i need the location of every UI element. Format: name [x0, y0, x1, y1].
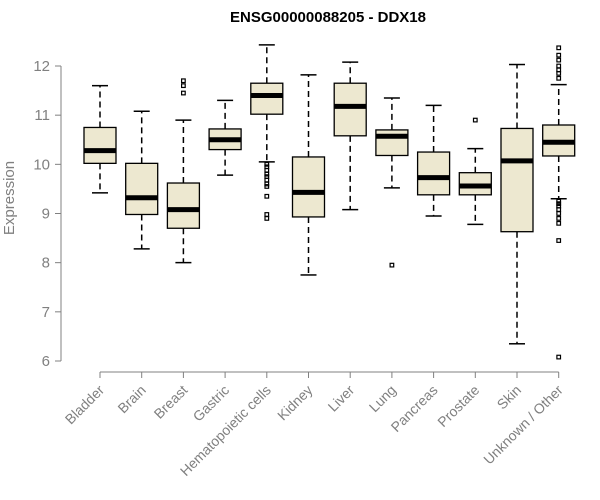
outlier-point [472, 117, 478, 123]
y-tick-label: 9 [42, 206, 50, 223]
x-tick-label: Lung [366, 382, 399, 415]
outlier-point [264, 181, 270, 187]
box-iqr [291, 156, 326, 218]
x-tick-label: Skin [494, 382, 525, 413]
box-group [375, 97, 409, 268]
y-tick-label: 10 [33, 156, 50, 173]
x-tick-label: Brain [114, 382, 148, 416]
outlier-point [264, 184, 270, 189]
y-tick-label: 7 [42, 304, 50, 321]
outlier-point [556, 45, 562, 51]
box-group [250, 44, 284, 221]
outlier-point [389, 262, 395, 268]
outlier-point [556, 238, 562, 243]
box-iqr [250, 82, 284, 115]
outlier-point [556, 75, 562, 81]
outlier-point [556, 220, 562, 226]
outlier-point [264, 216, 270, 221]
x-tick-label: Prostate [434, 382, 482, 430]
x-tick-label: Unknown / Other [480, 382, 566, 468]
outlier-point [264, 161, 270, 167]
x-tick-label: Breast [151, 382, 191, 422]
box-iqr [125, 162, 159, 216]
box-group [166, 78, 201, 264]
outlier-point [556, 57, 562, 63]
box-iqr [416, 151, 451, 196]
outlier-point [556, 52, 562, 58]
box-group [291, 74, 326, 276]
y-tick-label: 12 [33, 58, 50, 75]
box-group [208, 99, 242, 176]
outlier-point [181, 78, 186, 84]
box-group [83, 84, 117, 194]
boxes [83, 44, 576, 360]
outlier-point [264, 174, 270, 180]
box-iqr [83, 126, 117, 165]
outlier-point [264, 171, 270, 177]
outlier-point [556, 198, 562, 204]
outlier-point [264, 212, 270, 217]
box-group [416, 104, 451, 217]
outlier-point [556, 67, 562, 73]
y-tick-label: 6 [42, 353, 50, 370]
box-iqr [375, 129, 409, 157]
outlier-point [556, 216, 562, 221]
outlier-point [556, 354, 562, 360]
box-iqr [166, 182, 201, 229]
x-tick-label: Kidney [274, 382, 316, 424]
box-iqr [333, 82, 367, 137]
chart-title: ENSG00000088205 - DDX18 [230, 9, 426, 26]
outlier-point [181, 90, 186, 96]
box-iqr [500, 127, 534, 233]
y-tick-label: 8 [42, 255, 50, 272]
outlier-point [264, 164, 270, 170]
outlier-point [264, 193, 270, 199]
outlier-point [556, 203, 562, 209]
box-group [458, 117, 492, 226]
y-tick-label: 11 [34, 107, 50, 124]
x-tick-label: Bladder [62, 382, 108, 428]
outlier-point [181, 83, 186, 89]
outlier-point [556, 63, 562, 69]
y-axis-label: Expression [1, 161, 18, 235]
x-tick-label: Liver [325, 382, 358, 415]
outlier-point [556, 211, 562, 216]
outlier-point [556, 201, 562, 207]
box-group [125, 110, 159, 250]
box-group [542, 45, 576, 360]
box-group [500, 63, 534, 345]
box-group [333, 61, 367, 211]
